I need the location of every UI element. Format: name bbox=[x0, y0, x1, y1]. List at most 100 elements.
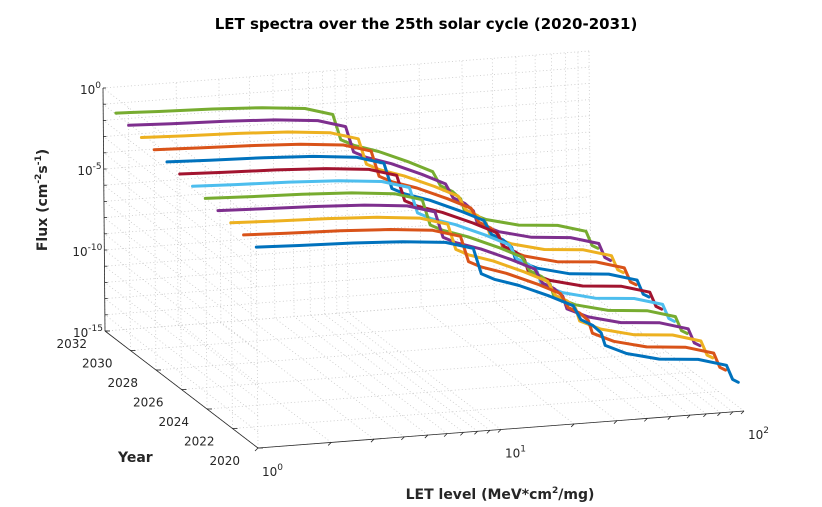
y-tick-label: 2020 bbox=[209, 454, 240, 468]
y-tick-label: 2028 bbox=[107, 376, 138, 390]
x-tick-mark bbox=[254, 447, 259, 452]
series-line-2026 bbox=[178, 167, 664, 311]
z-tick-label: 10-5 bbox=[77, 162, 101, 178]
axis-layer bbox=[102, 87, 745, 452]
z-tick-label-exp: 0 bbox=[95, 81, 101, 91]
x-tick-mark bbox=[497, 429, 502, 433]
floor-grid-line bbox=[336, 313, 491, 431]
floor-grid-line bbox=[553, 296, 707, 415]
floor-grid-line bbox=[181, 352, 668, 390]
y-tick-label: 2024 bbox=[158, 415, 189, 429]
x-tick-mark bbox=[686, 414, 691, 419]
floor-grid-line bbox=[347, 312, 502, 430]
z-tick-label-exp: -10 bbox=[88, 243, 103, 253]
series-line-2029 bbox=[139, 130, 625, 275]
back-grid-line bbox=[104, 180, 591, 218]
floor-grid-line bbox=[324, 313, 478, 432]
side-grid-line bbox=[103, 217, 258, 335]
x-tick-mark bbox=[717, 412, 721, 417]
x-tick-mark bbox=[740, 410, 745, 415]
x-tick-label-exp: 2 bbox=[763, 426, 769, 436]
x-tick-label: 100 bbox=[262, 463, 283, 479]
back-grid-line bbox=[103, 164, 590, 202]
series-line-2025 bbox=[191, 179, 676, 323]
side-grid-line bbox=[103, 233, 258, 352]
x-tick-mark bbox=[401, 436, 405, 441]
side-grid-line bbox=[103, 136, 257, 254]
floor-grid-line bbox=[155, 332, 643, 371]
y-tick-label: 2022 bbox=[184, 435, 215, 449]
side-grid-line bbox=[179, 146, 182, 390]
back-grid-line bbox=[418, 63, 422, 307]
series-line-2023 bbox=[216, 203, 702, 348]
back-grid-line bbox=[104, 228, 591, 267]
z-axis-line bbox=[102, 87, 106, 332]
tick-layer: 1001011022020202220242026202820302032100… bbox=[56, 81, 769, 479]
back-grid-line bbox=[103, 131, 590, 170]
floor-grid-line bbox=[567, 295, 721, 414]
floor-grid-line bbox=[130, 313, 617, 351]
back-grid-line bbox=[104, 293, 592, 332]
x-tick-label-base: 10 bbox=[262, 465, 277, 479]
x-tick-mark bbox=[644, 418, 648, 422]
x-tick-mark bbox=[703, 413, 707, 418]
side-grid-line bbox=[103, 201, 258, 319]
floor-grid-line bbox=[463, 303, 618, 421]
chart-title: LET spectra over the 25th solar cycle (2… bbox=[215, 15, 638, 33]
floor-grid-line bbox=[517, 299, 672, 417]
x-tick-mark bbox=[667, 416, 672, 420]
z-tick-label: 10-10 bbox=[72, 243, 102, 259]
floor-grid-line bbox=[310, 315, 464, 433]
x-tick-mark bbox=[370, 438, 375, 443]
x-tick-label: 102 bbox=[748, 426, 769, 442]
x-tick-label: 101 bbox=[505, 445, 526, 461]
back-grid-line bbox=[104, 212, 591, 251]
x-tick-mark bbox=[613, 420, 618, 424]
side-grid-line bbox=[102, 103, 257, 222]
side-grid-line bbox=[153, 126, 157, 371]
y-tick-label: 2032 bbox=[56, 337, 87, 351]
z-tick-label-base: 10 bbox=[77, 164, 92, 178]
side-grid-line bbox=[104, 314, 259, 433]
floor-grid-line bbox=[494, 301, 648, 419]
back-grid-line bbox=[345, 69, 349, 313]
floor-grid-line bbox=[251, 319, 405, 438]
x-axis-label: LET level (MeV*cm2/mg) bbox=[406, 486, 595, 503]
series-line-2020 bbox=[254, 240, 740, 384]
series-line-2031 bbox=[114, 106, 600, 250]
back-grid-line bbox=[577, 51, 581, 295]
y-tick-label: 2026 bbox=[133, 396, 164, 410]
back-grid-line bbox=[491, 58, 495, 302]
back-grid-line bbox=[103, 115, 590, 154]
z-tick-label-exp: -15 bbox=[88, 324, 103, 334]
x-tick-label-exp: 0 bbox=[277, 463, 283, 473]
floor-grid-line bbox=[536, 297, 691, 416]
z-tick-label: 10-15 bbox=[73, 324, 103, 340]
side-grid-line bbox=[103, 168, 257, 287]
z-tick-label-base: 10 bbox=[80, 83, 95, 97]
series-line-2024 bbox=[203, 191, 689, 335]
x-tick-mark bbox=[474, 431, 478, 435]
side-grid-line bbox=[104, 298, 258, 416]
floor-grid-line bbox=[177, 325, 332, 443]
z-tick-label-base: 10 bbox=[72, 245, 87, 259]
series-line-2028 bbox=[152, 142, 638, 287]
z-tick-label-exp: -5 bbox=[93, 162, 102, 172]
back-grid-line bbox=[103, 83, 590, 121]
side-grid-line bbox=[104, 249, 258, 368]
x-tick-mark bbox=[486, 430, 491, 434]
side-grid-line bbox=[103, 120, 257, 238]
back-grid-line bbox=[103, 99, 590, 137]
side-grid-line bbox=[204, 165, 208, 410]
series-line-2022 bbox=[229, 215, 715, 360]
side-grid-line bbox=[255, 204, 259, 449]
back-grid-line bbox=[588, 50, 592, 295]
back-grid-line bbox=[102, 50, 590, 89]
z-axis-label: Flux (cm-2s-1) bbox=[34, 149, 51, 251]
side-grid-line bbox=[103, 152, 257, 271]
back-grid-line bbox=[461, 60, 465, 304]
floor-grid-line bbox=[420, 306, 575, 425]
x-tick-label-base: 10 bbox=[505, 447, 520, 461]
side-grid-line bbox=[104, 282, 258, 400]
